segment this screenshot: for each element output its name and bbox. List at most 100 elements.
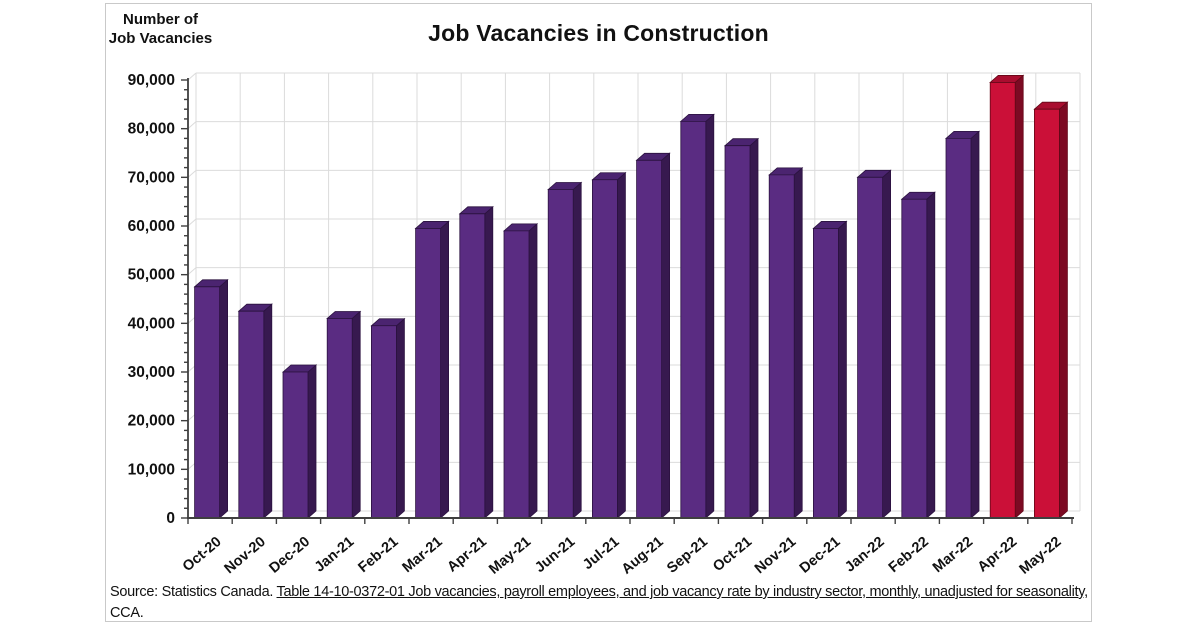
bar-Sep-21 <box>679 113 715 519</box>
x-tick-label: Apr-22 <box>975 534 1020 576</box>
x-tick-label: Jan-21 <box>312 534 357 576</box>
gridline-side <box>187 218 197 227</box>
bar-side-face <box>219 278 229 519</box>
bar-front-face <box>370 325 397 519</box>
y-tick-label: 80,000 <box>128 121 175 138</box>
bar-front-face <box>989 82 1016 519</box>
bar-Oct-21 <box>723 137 760 519</box>
x-tick-label: Jan-22 <box>842 534 887 576</box>
source-suffix: CCA. <box>110 605 144 621</box>
bar-side-face <box>307 364 317 519</box>
bar-Aug-21 <box>635 152 671 519</box>
source-note: Source: Statistics Canada. Table 14-10-0… <box>110 582 1088 624</box>
bar-front-face <box>813 228 839 519</box>
bar-Feb-22 <box>900 191 936 519</box>
bar-front-face <box>547 189 574 519</box>
bar-Nov-20 <box>237 303 273 519</box>
bar-Jan-22 <box>856 169 892 519</box>
x-tick-label: Aug-21 <box>619 534 667 578</box>
bar-side-face <box>484 205 494 519</box>
bar-side-face <box>528 222 538 519</box>
gridline-side <box>187 121 197 130</box>
bar-side-face <box>838 220 847 519</box>
x-tick-label: Sep-21 <box>664 534 711 577</box>
x-tick-label: Mar-21 <box>400 534 446 576</box>
bar-side-face <box>1059 101 1068 519</box>
y-tick-label: 50,000 <box>128 267 175 284</box>
x-tick-label: Jul-21 <box>580 534 622 573</box>
bar-front-face <box>680 120 707 519</box>
gridline-side <box>187 72 197 81</box>
bar-May-22 <box>1033 101 1069 519</box>
x-tick-label: Dec-20 <box>266 534 313 577</box>
x-tick-label: May-21 <box>486 534 534 578</box>
bar-Jul-21 <box>591 171 627 519</box>
bar-side-face <box>749 137 759 519</box>
bar-Oct-20 <box>193 278 229 519</box>
bar-Mar-22 <box>944 130 981 519</box>
bar-Jan-21 <box>326 310 362 519</box>
bar-front-face <box>326 318 353 519</box>
y-tick-label: 70,000 <box>128 169 175 186</box>
bar-May-21 <box>502 222 539 519</box>
bar-front-face <box>636 159 662 519</box>
y-axis-title-line1: Number of <box>123 11 198 28</box>
bar-side-face <box>661 152 670 519</box>
bar-side-face <box>1014 74 1024 519</box>
x-tick-label: Oct-21 <box>710 534 755 575</box>
x-tick-label: Jun-21 <box>532 534 578 576</box>
x-tick-label: Feb-21 <box>355 534 401 576</box>
bar-Apr-21 <box>458 205 494 519</box>
y-tick-label: 60,000 <box>128 218 175 235</box>
bar-side-face <box>395 317 405 519</box>
bar-front-face <box>768 174 795 519</box>
bar-side-face <box>572 181 582 519</box>
bar-Jun-21 <box>547 181 583 519</box>
gridline-side <box>187 267 197 276</box>
x-tick-label: Nov-20 <box>222 534 269 577</box>
bar-Mar-21 <box>414 220 450 519</box>
bar-front-face <box>901 198 928 519</box>
bar-Dec-20 <box>281 364 318 519</box>
y-tick-label: 0 <box>166 510 175 527</box>
source-table-link[interactable]: Table 14-10-0372-01 Job vacancies, payro… <box>276 584 1089 600</box>
bar-front-face <box>194 286 221 519</box>
y-tick-label: 20,000 <box>128 413 175 430</box>
y-tick-label: 10,000 <box>128 461 175 478</box>
y-axis-title-line2: Job Vacancies <box>108 30 213 47</box>
chart-title: Job Vacancies in Construction <box>428 20 769 46</box>
bar-front-face <box>238 310 265 519</box>
gridline-side <box>187 169 197 178</box>
bar-front-face <box>724 145 751 519</box>
x-tick-label: Feb-22 <box>886 534 932 576</box>
source-prefix: Source: Statistics Canada. <box>110 584 277 600</box>
x-tick-label: Oct-20 <box>180 534 225 575</box>
y-tick-label: 40,000 <box>128 315 175 332</box>
y-tick-label: 90,000 <box>128 72 175 89</box>
x-tick-label: Nov-21 <box>752 534 799 577</box>
bar-side-face <box>970 130 980 519</box>
bar-front-face <box>1034 108 1060 519</box>
x-tick-label: Dec-21 <box>797 534 844 577</box>
bar-front-face <box>415 228 442 519</box>
bar-front-face <box>857 176 883 519</box>
bar-Feb-21 <box>370 317 406 519</box>
bar-front-face <box>945 137 972 519</box>
x-tick-label: Apr-21 <box>444 534 489 576</box>
bar-side-face <box>351 310 361 519</box>
bar-side-face <box>793 167 803 519</box>
bar-front-face <box>282 371 309 519</box>
bar-side-face <box>926 191 936 519</box>
x-tick-label: Mar-22 <box>930 534 976 576</box>
bar-Dec-21 <box>812 220 848 519</box>
x-tick-label: May-22 <box>1017 534 1065 578</box>
bar-Apr-22 <box>989 74 1025 519</box>
bar-front-face <box>592 179 618 519</box>
bar-side-face <box>440 220 450 519</box>
bar-Nov-21 <box>768 167 804 519</box>
bar-front-face <box>459 213 486 519</box>
y-tick-label: 30,000 <box>128 364 175 381</box>
bar-side-face <box>617 171 626 519</box>
